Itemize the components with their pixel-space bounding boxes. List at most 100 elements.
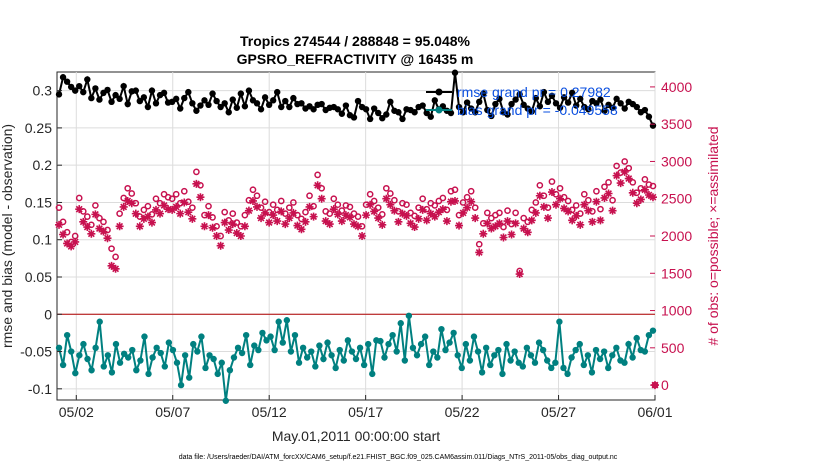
rmse-point xyxy=(338,110,346,117)
rmse-point xyxy=(552,100,560,107)
bias-point xyxy=(275,318,282,325)
assimilated-point xyxy=(301,217,310,226)
bias-point xyxy=(259,329,266,337)
bias-point xyxy=(600,348,608,355)
assimilated-point xyxy=(648,193,657,202)
bias-point xyxy=(312,363,319,370)
assimilated-point xyxy=(192,179,201,188)
rmse-point xyxy=(177,105,184,112)
bias-point xyxy=(303,354,311,361)
assimilated-point xyxy=(608,206,617,215)
bias-point xyxy=(625,340,632,348)
assimilated-point xyxy=(147,218,156,227)
assimilated-point xyxy=(269,211,278,220)
rmse-point xyxy=(245,87,253,94)
assimilated-point xyxy=(224,226,233,235)
rmse-point xyxy=(621,105,628,112)
x-tick-label: 05/27 xyxy=(541,404,576,420)
assimilated-point xyxy=(168,205,177,214)
rmse-point xyxy=(411,109,418,116)
rmse-point xyxy=(160,89,168,97)
rmse-point xyxy=(92,85,99,92)
rmse-point xyxy=(189,100,196,107)
assimilated-point xyxy=(438,205,447,214)
assimilated-point xyxy=(568,216,577,225)
rmse-point xyxy=(560,94,568,101)
bias-point xyxy=(462,340,470,348)
rmse-point xyxy=(241,103,249,110)
bias-point xyxy=(299,344,307,352)
possible-point xyxy=(520,214,528,222)
bias-point xyxy=(564,370,571,378)
rmse-point xyxy=(585,106,592,113)
possible-point xyxy=(572,202,580,209)
possible-point xyxy=(649,182,657,190)
possible-point xyxy=(378,211,386,218)
bias-point xyxy=(548,364,555,372)
possible-point xyxy=(277,197,285,205)
possible-point xyxy=(241,211,249,219)
bias-point xyxy=(633,334,640,342)
assimilated-point xyxy=(212,232,221,240)
assimilated-point xyxy=(366,200,375,209)
assimilated-point xyxy=(180,198,189,207)
bias-point xyxy=(605,364,612,372)
bias-point xyxy=(560,364,567,372)
bias-point xyxy=(645,331,653,339)
rmse-point xyxy=(116,95,123,103)
bias-point xyxy=(108,369,116,376)
assimilated-point xyxy=(333,210,342,219)
bias-point xyxy=(507,357,514,364)
assimilated-point xyxy=(309,212,318,221)
y-tick-label-right: 2000 xyxy=(661,228,692,244)
y-tick-label-left: -0.1 xyxy=(28,381,52,397)
possible-point xyxy=(285,204,293,212)
possible-point xyxy=(205,202,212,210)
bias-point xyxy=(279,339,286,346)
possible-point xyxy=(366,190,374,198)
assimilated-point xyxy=(475,248,484,257)
rmse-point xyxy=(237,90,245,97)
possible-point xyxy=(314,171,321,179)
bias-point xyxy=(336,346,343,354)
possible-point xyxy=(140,206,148,214)
possible-point xyxy=(124,184,132,192)
rmse-point xyxy=(520,101,527,109)
bias-point xyxy=(393,348,400,355)
assimilated-point xyxy=(576,220,585,229)
bias-point xyxy=(405,312,413,319)
rmse-point xyxy=(185,88,192,96)
assimilated-point xyxy=(127,199,136,208)
bias-point xyxy=(385,340,392,348)
assimilated-point xyxy=(636,195,645,204)
possible-point xyxy=(536,181,544,189)
bias-point xyxy=(320,355,327,363)
y-tick-label-left: 0 xyxy=(44,306,52,322)
bias-point xyxy=(177,381,185,389)
assimilated-point xyxy=(317,194,326,203)
possible-point xyxy=(261,198,269,206)
bias-point xyxy=(161,363,169,370)
possible-point xyxy=(334,201,342,209)
x-tick-label: 05/22 xyxy=(445,404,480,420)
assimilated-point xyxy=(139,214,148,223)
rmse-point xyxy=(334,106,342,113)
rmse-point xyxy=(512,96,519,103)
bias-point xyxy=(255,346,262,354)
bias-point xyxy=(210,355,217,363)
rmse-point xyxy=(354,97,362,105)
rmse-point xyxy=(609,104,616,111)
assimilated-point xyxy=(75,205,84,214)
rmse-point xyxy=(423,109,430,117)
assimilated-point xyxy=(543,214,552,223)
x-gridlines xyxy=(75,72,656,400)
rmse-point xyxy=(370,105,378,112)
rmse-point xyxy=(132,87,139,94)
assimilated-point xyxy=(414,214,423,223)
rmse-point xyxy=(71,87,79,94)
rmse-point xyxy=(67,83,75,91)
rmse-point xyxy=(633,103,641,111)
rmse-point xyxy=(144,103,152,111)
rmse-point xyxy=(229,96,236,103)
rmse-point xyxy=(597,96,604,103)
